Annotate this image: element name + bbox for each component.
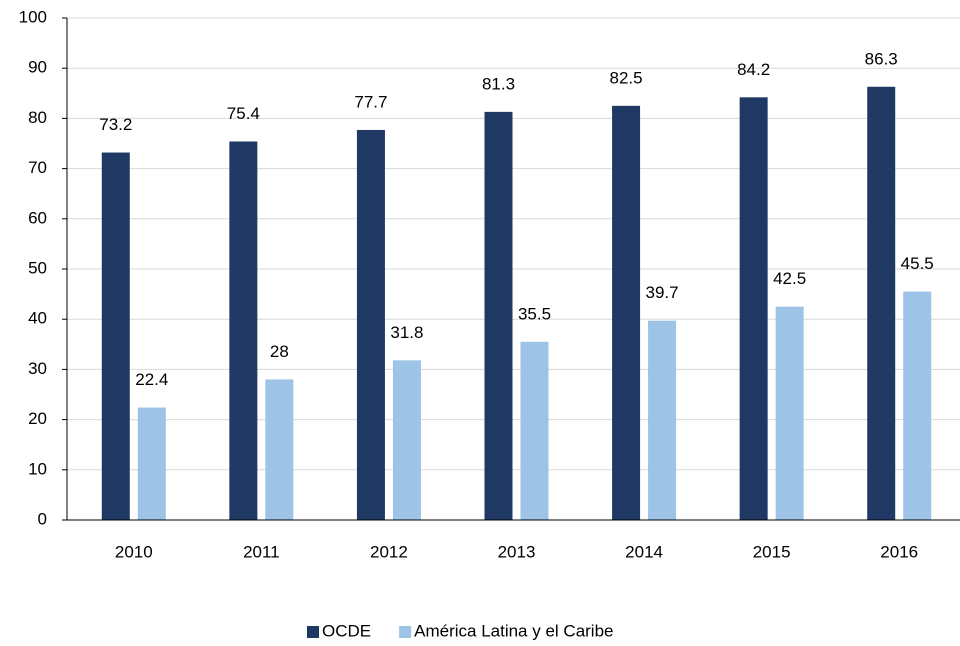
bar — [648, 320, 677, 520]
data-label: 86.3 — [865, 49, 898, 68]
data-label: 31.8 — [390, 323, 423, 342]
x-tick-label: 2016 — [880, 542, 918, 561]
data-label: 39.7 — [646, 283, 679, 302]
y-tick-label: 20 — [28, 409, 47, 428]
x-tick-label: 2015 — [753, 542, 791, 561]
y-tick-label: 30 — [28, 359, 47, 378]
legend-swatch — [307, 626, 319, 638]
data-label: 81.3 — [482, 74, 515, 93]
x-tick-label: 2014 — [625, 542, 663, 561]
bar — [229, 141, 258, 520]
x-tick-label: 2013 — [498, 542, 536, 561]
bar — [392, 360, 421, 520]
y-tick-label: 40 — [28, 309, 47, 328]
bar — [265, 379, 294, 520]
data-label: 73.2 — [99, 115, 132, 134]
bar — [739, 97, 768, 520]
bar — [484, 111, 513, 521]
y-tick-label: 60 — [28, 208, 47, 227]
y-tick-label: 50 — [28, 258, 47, 277]
bar — [137, 407, 166, 520]
data-label: 75.4 — [227, 104, 260, 123]
y-tick-label: 70 — [28, 158, 47, 177]
bar — [612, 105, 641, 520]
y-tick-label: 100 — [19, 7, 47, 26]
data-label: 84.2 — [737, 60, 770, 79]
x-tick-label: 2010 — [115, 542, 153, 561]
data-label: 77.7 — [354, 92, 387, 111]
y-tick-label: 10 — [28, 459, 47, 478]
bar — [775, 306, 804, 520]
y-tick-label: 90 — [28, 58, 47, 77]
data-label: 28 — [270, 342, 289, 361]
data-label: 42.5 — [773, 269, 806, 288]
data-label: 35.5 — [518, 304, 551, 323]
data-label: 22.4 — [135, 370, 168, 389]
y-tick-label: 80 — [28, 108, 47, 127]
bar — [356, 129, 385, 521]
x-tick-label: 2012 — [370, 542, 408, 561]
legend-label: OCDE — [322, 621, 371, 640]
bar — [867, 86, 896, 521]
y-tick-label: 0 — [38, 509, 47, 528]
bar — [520, 341, 549, 520]
legend-label: América Latina y el Caribe — [414, 621, 613, 640]
bar — [903, 291, 932, 520]
data-label: 45.5 — [901, 254, 934, 273]
data-label: 82.5 — [610, 68, 643, 87]
legend-swatch — [399, 626, 412, 638]
bar — [101, 152, 130, 520]
x-tick-label: 2011 — [243, 542, 280, 561]
